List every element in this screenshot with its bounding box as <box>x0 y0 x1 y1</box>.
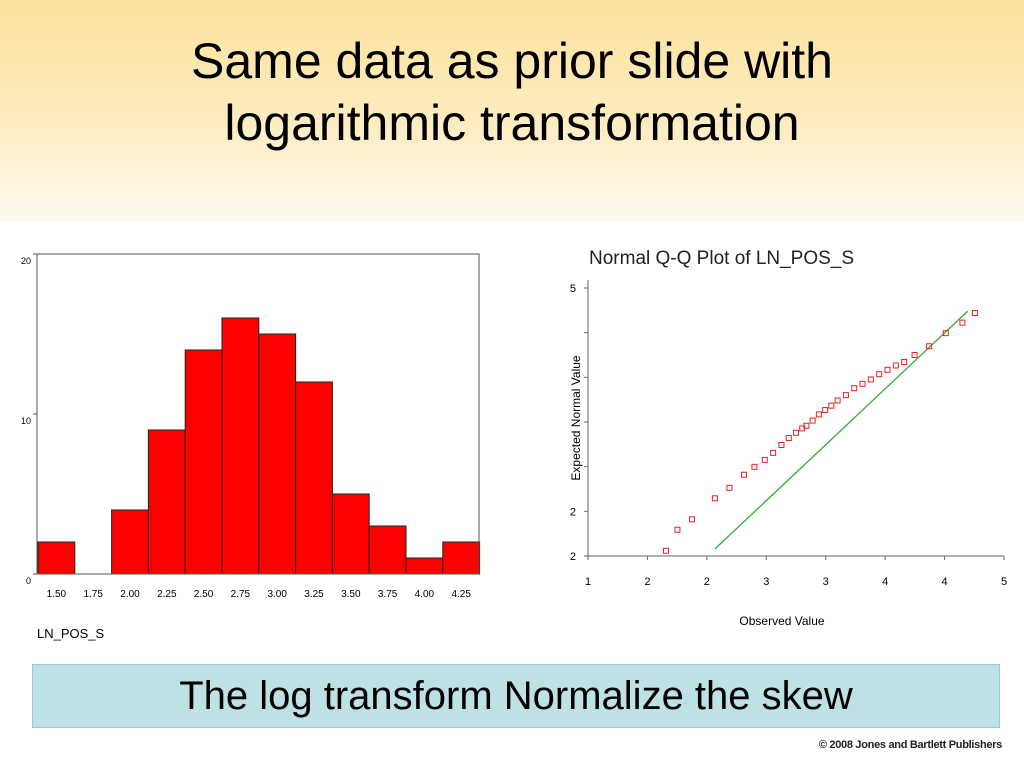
qq-point <box>842 392 849 399</box>
histogram-y-tick-label: 10 <box>21 416 31 426</box>
histogram-bar <box>111 509 149 575</box>
qq-reference-line <box>714 310 969 550</box>
qq-y-ticks: 2 2 5 <box>570 283 588 563</box>
qq-point <box>892 362 899 369</box>
qq-point <box>770 449 777 456</box>
qq-x-tick-label: 2 <box>704 576 710 588</box>
histogram-x-tick-label: 2.75 <box>231 589 251 600</box>
caption-box: The log transform Normalize the skew <box>32 664 1000 728</box>
qq-plot-chart: Normal Q-Q Plot of LN_POS_S 2 2 5 1 2 2 3 3 4 4 5… <box>569 248 1007 628</box>
histogram-bar <box>331 493 370 575</box>
qq-point <box>751 463 758 470</box>
histogram-x-tick-label: 1.50 <box>47 589 67 600</box>
qq-point <box>803 422 810 429</box>
qq-point <box>778 442 785 449</box>
slide-title: Same data as prior slide with logarithmi… <box>0 30 1024 154</box>
histogram-x-tick-label: 4.00 <box>415 589 435 600</box>
histogram-y-ticks: 0 10 20 <box>21 253 37 586</box>
histogram-bar <box>368 525 407 575</box>
qq-point <box>851 385 858 392</box>
histogram-x-tick-labels: 1.50 1.75 2.00 2.25 2.50 2.75 3.00 3.25 3.50 3.75… <box>47 589 472 600</box>
histogram-x-tick-label: 3.00 <box>267 589 287 600</box>
histogram-bar <box>442 541 481 575</box>
qq-x-tick-label: 5 <box>1001 576 1007 588</box>
qq-point <box>942 330 949 337</box>
qq-y-axis-label: Expected Normal Value <box>569 355 583 481</box>
slide-title-line1: Same data as prior slide with <box>191 33 833 89</box>
qq-x-tick-label: 2 <box>644 576 650 588</box>
histogram-bar <box>221 317 260 575</box>
qq-point <box>959 319 966 326</box>
qq-point <box>822 407 829 414</box>
qq-y-tick-label: 2 <box>570 506 576 518</box>
copyright-notice: © 2008 Jones and Bartlett Publishers <box>818 739 1002 751</box>
histogram-x-tick-label: 1.75 <box>83 589 103 600</box>
qq-point <box>711 495 718 502</box>
title-band <box>0 0 1024 222</box>
histogram-chart: 0 10 20 1.50 1.75 2.00 2.25 2.50 2.75 3.00 3.25 3.… <box>21 253 481 641</box>
qq-x-tick-label: 4 <box>942 576 948 588</box>
slide-title-line2: logarithmic transformation <box>224 95 800 151</box>
qq-point <box>809 417 816 424</box>
histogram-y-tick-label: 20 <box>21 256 31 266</box>
qq-point <box>663 547 669 554</box>
qq-point <box>761 456 768 463</box>
qq-point <box>741 471 747 478</box>
histogram-bar <box>184 349 223 575</box>
histogram-x-tick-label: 2.00 <box>120 589 140 600</box>
histogram-x-tick-label: 3.75 <box>378 589 398 600</box>
qq-point <box>867 376 874 383</box>
qq-x-tick-label: 1 <box>585 576 591 588</box>
qq-point <box>785 435 792 442</box>
qq-point <box>911 351 918 358</box>
qq-point <box>815 411 822 418</box>
qq-x-tick-label: 4 <box>882 576 888 588</box>
qq-point <box>834 397 841 404</box>
qq-point <box>926 343 933 350</box>
qq-point <box>828 402 835 409</box>
qq-plot-title: Normal Q-Q Plot of LN_POS_S <box>589 248 854 269</box>
qq-point <box>689 516 695 523</box>
qq-point <box>859 380 866 387</box>
qq-point <box>971 310 978 317</box>
histogram-bar <box>147 429 186 575</box>
qq-point <box>674 526 681 533</box>
qq-x-axis-label: Observed Value <box>739 614 824 628</box>
histogram-bar <box>37 541 76 575</box>
histogram-y-tick-label: 0 <box>26 576 31 586</box>
qq-x-ticks: 1 2 2 3 3 4 4 5 <box>585 556 1007 588</box>
qq-point <box>726 484 733 491</box>
qq-y-tick-label: 2 <box>570 551 576 563</box>
histogram-x-tick-label: 3.25 <box>304 589 324 600</box>
histogram-bar <box>258 333 297 575</box>
histogram-bar <box>405 557 444 575</box>
qq-x-tick-label: 3 <box>763 576 769 588</box>
qq-x-tick-label: 3 <box>823 576 829 588</box>
histogram-bars <box>37 317 481 575</box>
qq-point <box>884 366 891 373</box>
qq-point <box>793 429 799 436</box>
qq-point <box>876 371 883 378</box>
histogram-x-tick-label: 2.25 <box>157 589 177 600</box>
histogram-x-tick-label: 4.25 <box>451 589 471 600</box>
qq-points <box>663 310 978 554</box>
histogram-bar <box>295 381 333 575</box>
caption-text: The log transform Normalize the skew <box>179 673 853 718</box>
qq-point <box>901 358 908 365</box>
qq-y-tick-label: 5 <box>570 283 576 295</box>
histogram-x-tick-label: 2.50 <box>194 589 214 600</box>
histogram-x-tick-label: 3.50 <box>341 589 361 600</box>
histogram-x-axis-label: LN_POS_S <box>37 626 105 641</box>
